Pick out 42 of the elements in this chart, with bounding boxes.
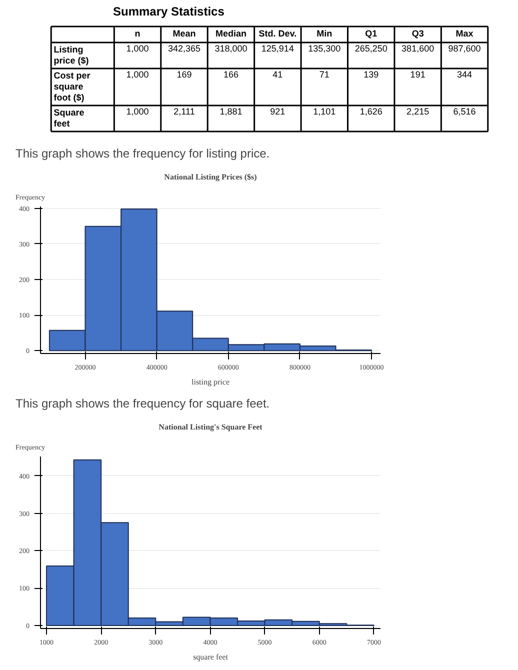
text: 71 [319, 70, 330, 80]
text: 125,914 [261, 44, 294, 54]
text: 2,111 [174, 106, 195, 116]
text: 318,000 [214, 44, 248, 54]
category-label: Median [215, 28, 246, 38]
text: Summary Statistics [113, 4, 225, 18]
text: 381,600 [402, 44, 434, 54]
category-label: Q1 [365, 28, 378, 38]
text: This graph shows the frequency for listing price. [16, 146, 270, 160]
category-label: Listing price ($) [54, 44, 89, 66]
text: 6,516 [453, 106, 476, 116]
text: 191 [410, 70, 426, 80]
text: 344 [457, 70, 472, 80]
text: 1,000 [126, 70, 149, 80]
category-label: Cost per square foot ($) [54, 70, 90, 102]
category-label: Std. Dev. [258, 28, 297, 38]
category-label: n [134, 28, 140, 38]
category-label: Mean [172, 28, 196, 38]
category-label: Q3 [412, 28, 424, 38]
text: 2,215 [406, 106, 430, 116]
text: 169 [176, 70, 192, 80]
text: 1,000 [126, 106, 149, 116]
text: 41 [272, 70, 283, 80]
chart-title: National Listing's Square Feet [158, 422, 263, 432]
text: 1,881 [220, 106, 242, 116]
text: 265,250 [354, 44, 388, 54]
text: 921 [270, 106, 286, 116]
text: 987,600 [448, 44, 481, 54]
text: 166 [223, 70, 238, 80]
text: 139 [364, 70, 379, 80]
x-axis-title: listing price [192, 378, 230, 386]
category-label: Max [456, 28, 474, 38]
category-label: Min [316, 28, 332, 38]
text: 1,000 [126, 44, 149, 54]
text: 342,365 [168, 44, 201, 54]
category-label: Square feet [54, 108, 84, 128]
text: 135,300 [308, 44, 341, 54]
text: This graph shows the frequency for square feet. [16, 396, 270, 410]
x-axis-title: square feet [193, 652, 229, 662]
chart-title: National Listing Prices ($s) [164, 172, 258, 182]
text: 1,626 [360, 106, 382, 116]
text: 1,101 [313, 106, 336, 116]
